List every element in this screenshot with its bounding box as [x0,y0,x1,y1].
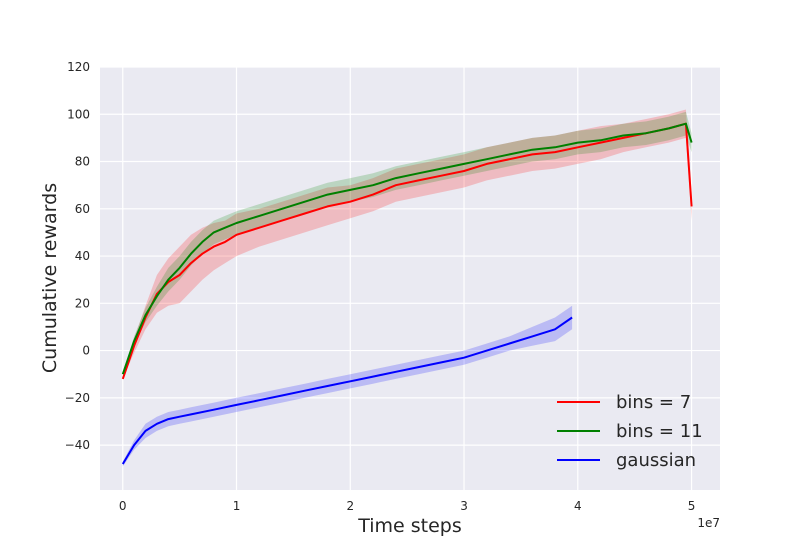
y-tick-label: 100 [67,107,90,121]
y-tick-label: 60 [75,202,90,216]
series-lines [121,122,693,465]
line-bins-7 [121,122,693,380]
y-tick-label: 20 [75,296,90,310]
y-tick-label: −40 [65,438,90,452]
legend-label-gaussian: gaussian [616,450,696,471]
y-tick-label: 120 [67,60,90,74]
x-offset-label: 1e7 [697,516,720,530]
legend-label-bins-11: bins = 11 [616,421,703,442]
x-tick-label: 0 [119,499,127,513]
x-tick-label: 2 [346,499,354,513]
legend-label-bins-7: bins = 7 [616,392,691,413]
y-tick-label: 0 [82,344,90,358]
y-axis-label: Cumulative rewards [39,183,61,373]
x-tick-label: 3 [460,499,468,513]
y-tick-label: 40 [75,249,90,263]
x-tick-label: 1 [233,499,241,513]
band-bins-11 [122,111,692,375]
x-tick-label: 5 [688,499,696,513]
tick-labels: 0 1 2 3 4 5 −40 −20 0 20 40 60 80 100 120 [65,60,696,513]
y-tick-label: −20 [65,391,90,405]
grid-lines [100,66,720,490]
line-bins-11 [121,122,693,375]
band-gaussian [122,305,573,467]
line-gaussian [121,316,573,465]
y-tick-label: 80 [75,155,90,169]
legend: bins = 7 bins = 11 gaussian [557,392,703,471]
x-tick-label: 4 [574,499,582,513]
x-axis-label: Time steps [357,515,462,537]
